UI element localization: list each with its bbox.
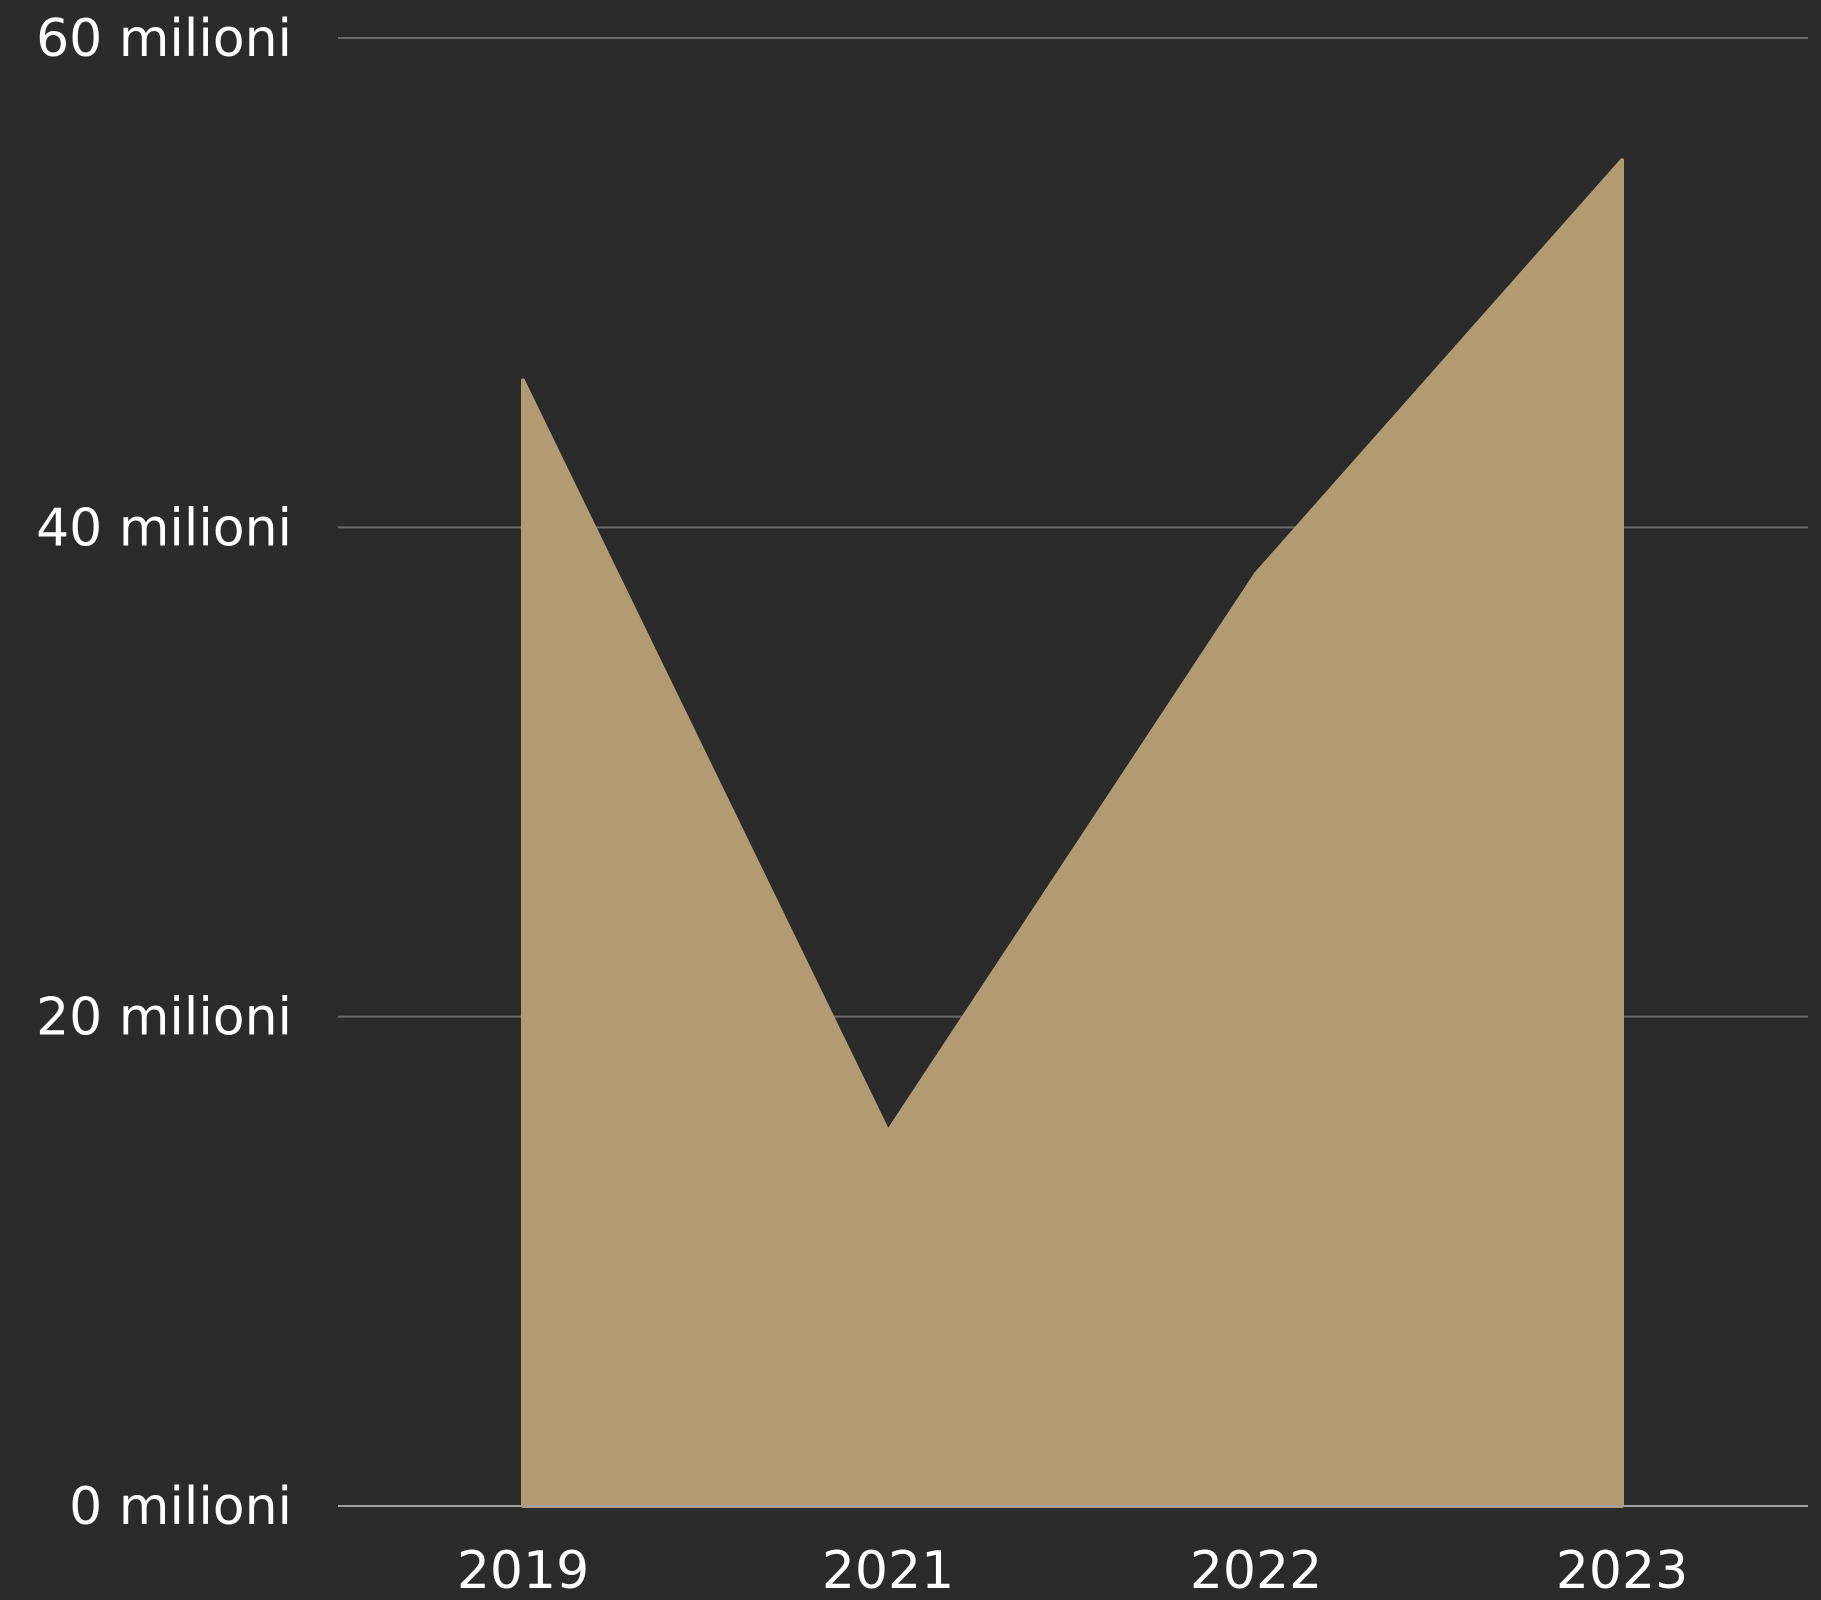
y-tick-label: 20 milioni [36,988,292,1048]
x-tick-label: 2023 [1556,1541,1688,1596]
data-point-2019 [521,378,525,383]
data-point-2022 [1254,571,1258,576]
data-point-2021 [886,1129,890,1134]
data-point-2023 [1620,158,1624,163]
x-tick-label: 2022 [1190,1541,1322,1596]
x-tick-label: 2019 [457,1541,589,1596]
y-tick-label: 60 milioni [36,9,292,69]
area-fill [521,158,1624,1508]
x-tick-label: 2021 [822,1541,954,1596]
y-tick-label: 0 milioni [69,1477,292,1537]
y-tick-label: 40 milioni [36,498,292,558]
area-series [338,158,1808,1508]
x-axis-tick-labels: 2019 2021 2022 2023 [457,1541,1688,1600]
y-axis-tick-labels: 0 milioni 20 milioni 40 milioni 60 milioni [36,9,292,1537]
